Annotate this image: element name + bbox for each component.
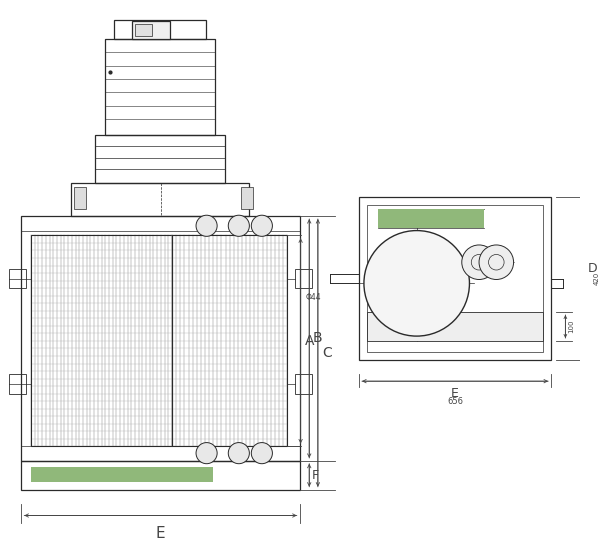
Bar — [295, 269, 312, 288]
Text: 420: 420 — [594, 272, 600, 285]
Circle shape — [228, 215, 250, 237]
Bar — [9, 375, 26, 394]
Text: B: B — [313, 331, 323, 346]
Circle shape — [364, 230, 469, 336]
Bar — [115, 19, 206, 39]
Bar — [9, 269, 26, 288]
Circle shape — [196, 443, 217, 464]
Circle shape — [196, 215, 217, 237]
Text: 656: 656 — [447, 397, 463, 406]
Text: E: E — [156, 526, 166, 541]
Circle shape — [462, 245, 496, 280]
Bar — [71, 183, 249, 216]
Circle shape — [228, 443, 250, 464]
Text: Φ44: Φ44 — [305, 293, 321, 302]
Bar — [22, 461, 299, 490]
Bar — [134, 24, 152, 36]
Circle shape — [479, 245, 514, 280]
Text: E: E — [451, 387, 459, 400]
Circle shape — [251, 443, 272, 464]
Bar — [105, 39, 215, 135]
Text: D: D — [587, 263, 597, 275]
Bar — [367, 204, 544, 352]
Text: 100: 100 — [568, 320, 574, 334]
Bar — [95, 135, 225, 183]
Bar — [295, 375, 312, 394]
Bar — [31, 235, 172, 447]
Bar — [367, 312, 544, 341]
Bar — [241, 187, 253, 208]
Circle shape — [251, 215, 272, 237]
Bar — [31, 466, 214, 482]
Text: C: C — [323, 346, 332, 360]
Text: A: A — [304, 334, 314, 348]
Bar — [22, 216, 299, 461]
Bar — [172, 235, 287, 447]
Bar — [359, 197, 551, 360]
Text: F: F — [312, 469, 319, 482]
Bar — [379, 208, 484, 228]
Bar — [74, 187, 86, 208]
Bar — [132, 22, 170, 39]
